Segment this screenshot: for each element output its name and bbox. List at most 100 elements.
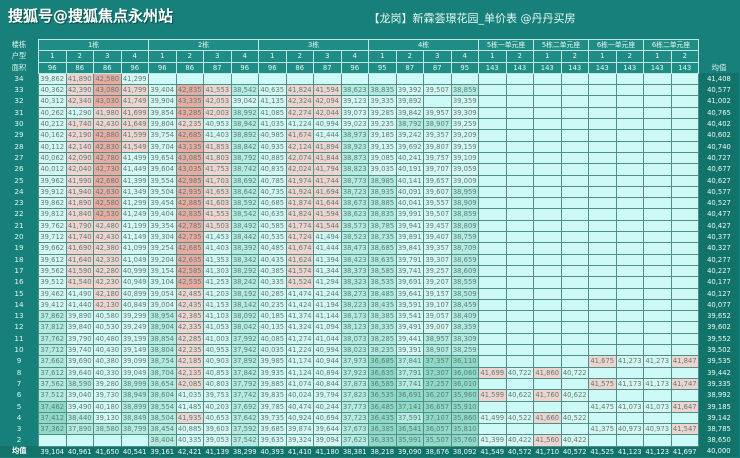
price-cell: 38,692 — [230, 174, 259, 187]
price-cell — [643, 129, 672, 142]
price-cell — [533, 129, 562, 142]
unit-header: 2 — [615, 50, 644, 63]
area-header: 87 — [395, 61, 424, 74]
price-cell: 40,722 — [505, 366, 534, 379]
column-average: 41,650 — [93, 446, 121, 457]
price-cell — [533, 377, 562, 391]
floor-label: 20 — [0, 231, 39, 243]
price-cell: 38,907 — [423, 118, 452, 131]
price-cell: 39,657 — [423, 174, 452, 187]
price-cell: 38,842 — [230, 140, 259, 153]
column-average: 41,139 — [203, 446, 231, 457]
price-cell: 40,180 — [93, 400, 122, 413]
floor-label: 14 — [0, 299, 39, 311]
price-cell: 41,485 — [175, 400, 204, 413]
price-cell — [505, 84, 534, 97]
price-cell: 39,753 — [203, 389, 232, 402]
price-cell: 40,285 — [258, 287, 287, 300]
price-cell — [560, 163, 589, 176]
row-average: 40,577 — [698, 84, 739, 96]
price-cell: 37,973 — [340, 355, 369, 368]
price-cell — [615, 72, 644, 86]
price-cell — [533, 355, 562, 368]
price-cell: 38,542 — [230, 208, 259, 221]
price-cell: 40,985 — [258, 129, 287, 142]
price-cell: 38,723 — [340, 185, 369, 199]
price-cell: 39,159 — [450, 140, 479, 153]
price-cell: 41,253 — [203, 276, 232, 289]
price-cell: 38,785 — [368, 219, 397, 233]
price-cell: 39,785 — [258, 400, 287, 413]
price-cell: 41,794 — [313, 163, 342, 176]
price-cell — [588, 163, 617, 176]
price-cell — [533, 140, 562, 153]
price-cell — [533, 174, 562, 187]
price-cell — [588, 140, 617, 153]
column-average: 38,218 — [368, 446, 396, 457]
price-cell — [588, 95, 617, 108]
column-average: 38,299 — [231, 446, 259, 457]
column-average: 41,525 — [588, 446, 616, 457]
price-cell: 38,535 — [368, 276, 397, 289]
price-cell: 39,249 — [120, 321, 149, 334]
price-cell: 40,953 — [203, 118, 232, 131]
price-cell — [505, 344, 534, 357]
price-cell: 36,435 — [368, 411, 397, 425]
price-cell: 42,044 — [313, 106, 342, 120]
price-cell: 40,849 — [120, 298, 149, 312]
price-cell: 36,057 — [423, 423, 452, 436]
price-cell: 40,949 — [120, 276, 149, 289]
price-cell — [643, 242, 672, 255]
unit-header: 1 — [643, 50, 672, 63]
price-cell: 39,242 — [395, 129, 424, 142]
table-row: 14 39,412 41,440 42,130 40,849 39,004 42,435 41… — [0, 298, 739, 312]
row-average: 39,552 — [698, 333, 739, 345]
price-cell: 41,173 — [643, 377, 672, 391]
price-cell — [615, 310, 644, 323]
price-cell: 38,454 — [148, 423, 177, 436]
price-cell — [670, 163, 699, 176]
price-cell: 40,735 — [258, 185, 287, 199]
price-cell: 35,860 — [450, 411, 479, 425]
price-cell: 37,791 — [395, 366, 424, 379]
price-cell: 39,209 — [450, 129, 479, 142]
price-cell: 42,190 — [65, 129, 94, 142]
price-cell: 41,249 — [120, 208, 149, 221]
price-cell: 37,662 — [38, 355, 67, 368]
floor-label: 22 — [0, 208, 39, 221]
price-cell: 39,612 — [38, 253, 67, 266]
price-cell — [478, 332, 507, 346]
price-cell — [505, 377, 534, 391]
price-cell: 41,035 — [175, 389, 204, 402]
price-cell — [533, 72, 562, 86]
table-row: 2 38,404 40,335 39,053 37,542 39,635 39,324 39,… — [0, 434, 739, 447]
price-cell: 41,824 — [285, 208, 314, 221]
floor-label: 19 — [0, 242, 39, 255]
price-cell: 41,299 — [120, 197, 149, 210]
price-cell — [175, 72, 204, 86]
price-cell: 41,444 — [313, 129, 342, 142]
price-cell: 39,644 — [313, 423, 342, 436]
price-cell: 36,541 — [395, 423, 424, 436]
price-cell: 38,123 — [340, 321, 369, 334]
price-cell — [588, 287, 617, 300]
price-cell: 42,580 — [93, 72, 122, 86]
row-average: 39,142 — [698, 412, 739, 424]
price-cell — [533, 84, 562, 97]
price-cell: 41,524 — [285, 276, 314, 289]
building-header: 6栋二单元座 — [643, 38, 699, 52]
price-cell: 41,194 — [313, 298, 342, 312]
price-cell: 42,735 — [175, 231, 204, 244]
price-cell: 39,790 — [65, 332, 94, 346]
price-cell: 38,849 — [120, 411, 149, 425]
price-cell: 41,990 — [65, 174, 94, 187]
price-cell: 39,404 — [148, 208, 177, 221]
price-cell: 39,892 — [395, 95, 424, 108]
price-cell: 42,430 — [93, 118, 122, 131]
price-cell — [643, 208, 672, 221]
area-header: 96 — [120, 61, 149, 74]
price-cell: 38,242 — [230, 276, 259, 289]
price-cell: 42,635 — [175, 253, 204, 266]
price-cell: 41,724 — [285, 231, 314, 244]
price-cell — [643, 276, 672, 289]
